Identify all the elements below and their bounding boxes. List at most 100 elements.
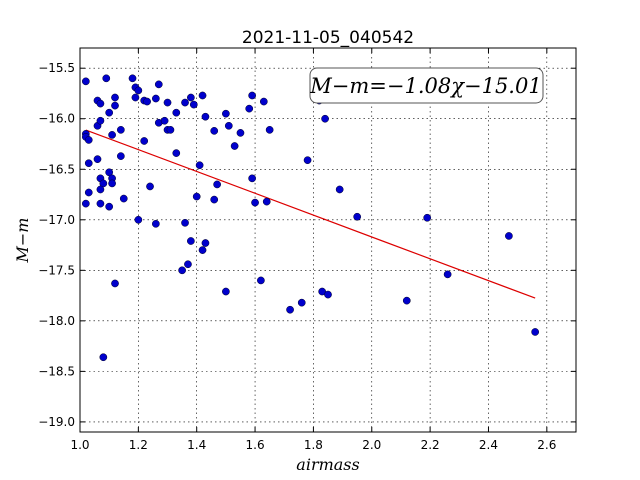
x-tick-label: 2.6 [537,438,556,452]
x-tick-label: 2.2 [421,438,440,452]
data-point [96,116,105,125]
data-point [248,91,256,100]
data-point [81,77,90,86]
data-point [96,199,105,208]
data-point [96,99,105,108]
data-point [248,174,256,183]
data-point [265,126,274,134]
data-point [128,74,137,83]
data-point [303,156,312,165]
data-point [195,161,204,170]
data-point [262,197,271,206]
x-tick-label: 1.0 [70,438,89,452]
data-point [166,126,175,134]
data-point [245,104,254,113]
y-tick-label: −17.5 [38,263,75,277]
data-points [81,74,540,362]
data-point [93,155,102,164]
data-point [210,195,219,204]
y-axis-label: M−m [13,218,32,264]
data-point [172,149,181,157]
y-tick-label: −16.0 [38,112,75,126]
data-point [286,305,294,314]
fit-line [85,129,536,299]
data-point [353,212,362,221]
data-point [181,218,189,227]
data-point [111,101,119,110]
x-tick-label: 1.8 [304,438,323,452]
data-point [187,237,195,245]
data-point [236,129,245,137]
data-point [187,93,195,102]
y-tick-label: −16.5 [38,162,75,176]
y-tick-label: −18.0 [38,314,75,328]
x-tick-label: 1.4 [187,438,206,452]
data-point [111,93,119,102]
data-point [108,131,116,139]
data-point [116,152,125,160]
y-axis-ticks: −15.5 −16.0 −16.5 −17.0 −17.5 −18.0 −18.5 −19.0 [38,61,576,429]
data-point [102,74,111,83]
fit-line-group [85,129,536,299]
data-point [324,290,332,299]
data-point [222,109,230,118]
data-point [163,98,172,107]
data-point [146,182,154,191]
data-point [181,98,189,107]
y-tick-label: −19.0 [38,415,75,429]
x-tick-label: 1.6 [246,438,265,452]
data-point [172,108,181,117]
data-point [192,192,201,201]
x-tick-label: 2.4 [479,438,498,452]
x-axis-label: airmass [296,455,359,474]
data-point [143,97,151,106]
chart-title: 2021-11-05_040542 [242,28,414,48]
data-point [111,279,119,288]
data-point [119,194,128,203]
data-point [251,198,259,207]
data-point [213,180,221,189]
data-point [184,260,192,269]
data-point [222,287,230,296]
data-point [505,232,513,240]
data-point [443,270,452,279]
data-point [230,142,239,150]
data-point [99,353,108,362]
annotation-frame [309,67,544,104]
data-point [140,137,149,145]
data-point [134,215,143,224]
data-point [134,86,143,95]
data-point [423,213,432,222]
data-point [402,296,411,305]
data-point [531,328,540,336]
data-point [210,127,219,135]
data-point [154,80,163,89]
data-point [96,185,105,194]
y-tick-label: −18.5 [38,364,75,378]
data-point [108,179,116,188]
y-tick-label: −15.5 [38,61,75,75]
data-point [224,121,233,130]
fit-equation: M−m=−1.08χ−15.01 [309,74,541,98]
data-point [189,100,198,109]
data-point [105,108,114,117]
data-point [259,97,268,106]
data-point [84,136,93,144]
x-tick-label: 2.0 [362,438,381,452]
data-point [160,116,169,125]
data-point [198,246,207,254]
data-point [201,112,210,121]
plot-frame [79,47,577,433]
data-point [321,114,329,123]
data-point [198,91,207,100]
data-point [335,185,344,194]
data-point [257,276,265,285]
data-point [178,266,186,275]
data-point [81,199,90,208]
data-point [105,202,114,211]
x-axis-ticks: 1.0 1.2 1.4 1.6 1.8 2.0 2.2 2.4 2.6 [70,48,556,452]
data-point [201,239,210,247]
x-tick-label: 1.2 [129,438,148,452]
fit-annotation-box: M−m=−1.08χ−15.01 [309,67,544,104]
